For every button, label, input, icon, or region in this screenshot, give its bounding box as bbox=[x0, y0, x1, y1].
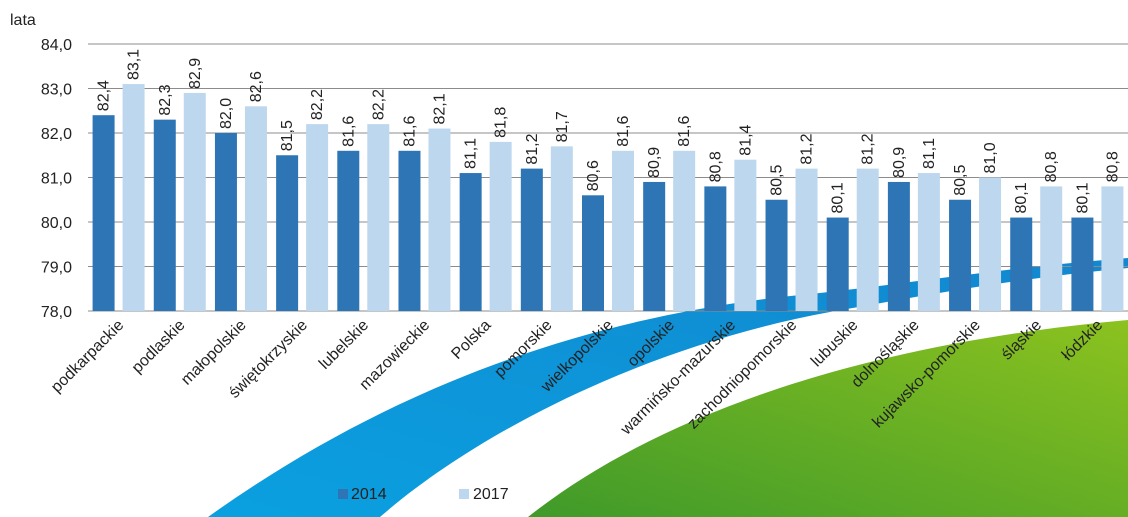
bar-2017 bbox=[244, 106, 267, 311]
data-label-2017: 83,1 bbox=[126, 49, 143, 80]
data-label-2014: 80,1 bbox=[1074, 182, 1091, 213]
y-tick-label: 83,0 bbox=[41, 82, 72, 99]
bar-2014 bbox=[826, 217, 849, 311]
data-label-2014: 82,0 bbox=[218, 98, 235, 129]
bar-2014 bbox=[765, 199, 788, 311]
bar-2017 bbox=[673, 150, 696, 311]
bar-2014 bbox=[153, 119, 176, 312]
y-tick-label: 78,0 bbox=[41, 304, 72, 321]
bar-2014 bbox=[1010, 217, 1033, 311]
decor-blue-swoosh bbox=[208, 258, 1128, 517]
data-label-2014: 81,6 bbox=[401, 116, 418, 147]
data-label-2017: 82,6 bbox=[248, 71, 265, 102]
data-label-2017: 82,1 bbox=[431, 93, 448, 124]
data-label-2014: 80,6 bbox=[585, 160, 602, 191]
x-tick-label: lubelskie bbox=[316, 317, 372, 373]
data-label-2017: 82,2 bbox=[309, 89, 326, 120]
data-label-2017: 81,1 bbox=[921, 138, 938, 169]
data-label-2017: 81,6 bbox=[676, 116, 693, 147]
x-tick-label: lubuskie bbox=[808, 317, 862, 371]
bar-2014 bbox=[214, 133, 237, 311]
bar-2017 bbox=[856, 168, 879, 311]
data-label-2014: 80,1 bbox=[830, 182, 847, 213]
bars-layer bbox=[92, 84, 1124, 312]
x-tick-label: podkarpackie bbox=[48, 317, 127, 396]
decor-green-swoosh bbox=[528, 320, 1128, 517]
data-label-2017: 81,8 bbox=[493, 107, 510, 138]
bar-2014 bbox=[949, 199, 972, 311]
bar-2017 bbox=[1040, 186, 1063, 311]
data-label-2014: 80,8 bbox=[707, 151, 724, 182]
data-label-2017: 81,4 bbox=[737, 124, 754, 155]
y-tick-label: 79,0 bbox=[41, 260, 72, 277]
bar-2017 bbox=[183, 92, 206, 311]
bar-2017 bbox=[979, 177, 1002, 311]
data-label-2014: 82,3 bbox=[157, 84, 174, 115]
grid-layer bbox=[88, 43, 1128, 312]
y-tick-label: 84,0 bbox=[41, 37, 72, 54]
bar-2014 bbox=[520, 168, 543, 311]
data-label-2014: 80,5 bbox=[952, 165, 969, 196]
bar-2017 bbox=[1101, 186, 1124, 311]
bar-2017 bbox=[428, 128, 451, 311]
bar-2014 bbox=[582, 195, 604, 311]
data-label-2017: 81,2 bbox=[799, 133, 816, 164]
data-label-2014: 80,1 bbox=[1013, 182, 1030, 213]
bar-2014 bbox=[276, 155, 299, 311]
y-tick-label: 81,0 bbox=[41, 171, 72, 188]
y-unit-label: lata bbox=[10, 12, 36, 29]
bar-2017 bbox=[306, 124, 329, 311]
data-label-2014: 82,4 bbox=[96, 80, 113, 111]
bar-2014 bbox=[92, 115, 115, 311]
data-label-2017: 82,9 bbox=[187, 58, 204, 89]
data-label-2014: 80,5 bbox=[769, 165, 786, 196]
data-label-2017: 81,7 bbox=[554, 111, 571, 142]
data-label-2017: 80,8 bbox=[1043, 151, 1060, 182]
data-label-2017: 80,8 bbox=[1104, 151, 1121, 182]
bar-2014 bbox=[1071, 217, 1094, 311]
bar-2014 bbox=[459, 173, 482, 311]
bar-2014 bbox=[704, 186, 727, 311]
legend-label-2017: 2017 bbox=[473, 486, 509, 503]
data-label-2014: 81,2 bbox=[524, 133, 541, 164]
y-tick-label: 80,0 bbox=[41, 215, 72, 232]
x-tick-label: Polska bbox=[448, 317, 494, 363]
bar-2014 bbox=[643, 181, 666, 311]
legend: 2014 2017 bbox=[338, 486, 509, 503]
y-tick-label: 82,0 bbox=[41, 126, 72, 143]
y-tick-layer: 78,0 79,0 80,0 81,0 82,0 83,0 84,0 bbox=[41, 37, 72, 321]
data-label-2017: 81,6 bbox=[615, 116, 632, 147]
bar-2017 bbox=[550, 146, 573, 311]
legend-swatch-2014 bbox=[338, 489, 348, 499]
data-label-2017: 81,0 bbox=[982, 142, 999, 173]
bar-2017 bbox=[734, 159, 757, 311]
bar-2017 bbox=[795, 168, 818, 311]
data-label-2014: 81,5 bbox=[279, 120, 296, 151]
data-label-2014: 80,9 bbox=[646, 147, 663, 178]
bar-2017 bbox=[917, 173, 940, 311]
bar-2014 bbox=[337, 150, 360, 311]
legend-label-2014: 2014 bbox=[351, 486, 387, 503]
bar-2017 bbox=[367, 124, 390, 311]
bar-2014 bbox=[398, 150, 421, 311]
data-label-2014: 81,1 bbox=[463, 138, 480, 169]
bar-2017 bbox=[489, 141, 512, 311]
data-label-2017: 81,2 bbox=[860, 133, 877, 164]
bar-2017 bbox=[612, 150, 634, 311]
data-label-2014: 81,6 bbox=[340, 116, 357, 147]
data-labels-layer: 82,4 83,1 82,3 82,9 82,0 82,6 81,5 82,2 81,6 82,2… bbox=[96, 49, 1122, 214]
x-tick-label: podlaskie bbox=[129, 317, 189, 377]
data-label-2017: 82,2 bbox=[370, 89, 387, 120]
bar-2014 bbox=[887, 181, 910, 311]
bar-2017 bbox=[122, 84, 145, 311]
legend-swatch-2017 bbox=[459, 489, 469, 499]
data-label-2014: 80,9 bbox=[891, 147, 908, 178]
